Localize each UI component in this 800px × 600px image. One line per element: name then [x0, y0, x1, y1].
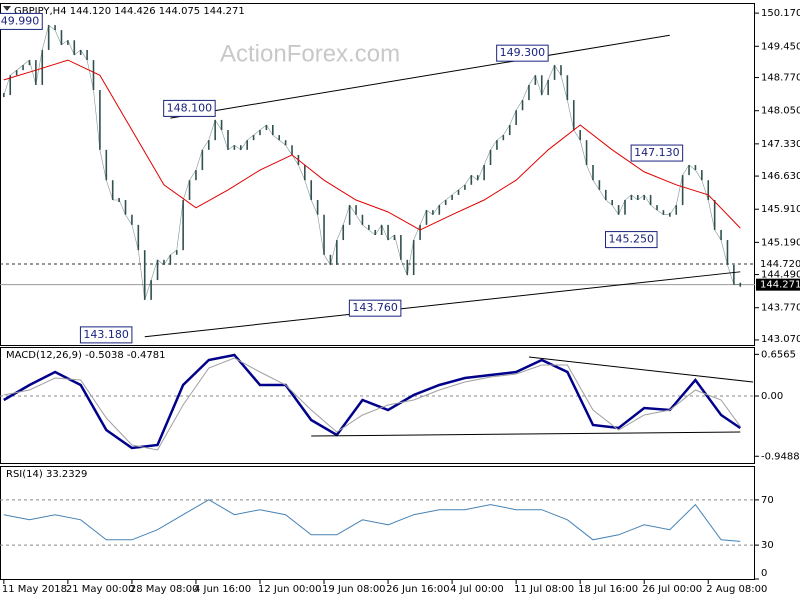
annotation-box — [0, 12, 43, 30]
annotation-box — [348, 299, 402, 317]
y-tick-label: 146.630 — [761, 171, 800, 182]
y-tick-label: -0.9488 — [761, 451, 800, 462]
pane-frame — [0, 3, 755, 346]
x-tick-label: 2 Aug 08:00 — [706, 584, 767, 595]
annotation: 143.180 — [79, 326, 133, 344]
price-label-box — [756, 257, 800, 270]
y-tick-label: 148.770 — [761, 73, 800, 84]
y-tick-label: 0 — [761, 568, 767, 579]
y-tick-label: 145.910 — [761, 204, 800, 215]
annotation: 149.300 — [496, 44, 549, 62]
annotation-label: 145.250 — [609, 233, 655, 246]
annotation-box — [496, 44, 549, 62]
trend-line — [311, 431, 741, 437]
y-tick-label: 147.330 — [761, 139, 800, 150]
x-tick-label: 12 Jun 00:00 — [258, 584, 322, 595]
y-tick-label: 0.00 — [761, 391, 783, 402]
trend-line — [170, 34, 670, 119]
pane-title: MACD(12,26,9) -0.5038 -0.4781 — [6, 350, 166, 361]
annotation-label: 149.990 — [0, 14, 39, 27]
annotation: 145.250 — [605, 231, 658, 249]
y-tick-label: 145.190 — [761, 237, 800, 248]
y-tick-label: 144.490 — [761, 270, 800, 281]
trend-line — [144, 271, 741, 338]
watermark: ActionForex.com — [220, 40, 400, 67]
y-tick-label: 143.070 — [761, 334, 800, 345]
price-label: 144.271 — [760, 280, 800, 291]
y-tick-label: 143.770 — [761, 303, 800, 314]
annotation-box — [79, 326, 133, 344]
trend-line — [528, 356, 754, 383]
y-tick-label: 70 — [761, 495, 774, 506]
annotation: 143.760 — [348, 299, 402, 317]
pane-title: RSI(14) 33.2329 — [6, 469, 87, 480]
x-tick-label: 28 May 08:00 — [130, 584, 199, 595]
y-tick-label: 0.6565 — [761, 349, 796, 360]
annotation-label: 143.180 — [83, 328, 128, 341]
annotation-label: 143.760 — [352, 301, 398, 314]
x-tick-label: 4 Jul 00:00 — [450, 584, 504, 595]
annotation-label: 147.130 — [634, 146, 680, 159]
annotation-box — [163, 99, 216, 117]
x-tick-label: 11 May 2018 — [2, 584, 67, 595]
annotation: 147.130 — [630, 144, 684, 162]
price-line-trace — [3, 24, 741, 300]
rsi-line — [3, 499, 741, 542]
pane-frame — [0, 466, 755, 580]
macd-line — [3, 353, 742, 450]
x-tick-label: 19 Jun 08:00 — [322, 584, 386, 595]
x-tick-label: 21 May 00:00 — [66, 584, 135, 595]
x-tick-label: 26 Jun 16:00 — [386, 584, 450, 595]
x-tick-label: 11 Jul 08:00 — [514, 584, 574, 595]
menu-icon — [3, 6, 11, 11]
signal-line — [3, 357, 741, 451]
x-tick-label: 4 Jun 16:00 — [194, 584, 251, 595]
y-tick-label: 150.170 — [761, 8, 800, 19]
annotation: 148.100 — [163, 99, 216, 117]
annotation: 149.990 — [0, 12, 43, 30]
annotation-label: 148.100 — [167, 101, 213, 114]
pane-frame — [0, 347, 755, 464]
price-label-box — [756, 278, 800, 291]
annotation-box — [605, 231, 658, 249]
annotation-label: 149.300 — [500, 46, 545, 59]
y-tick-label: 148.050 — [761, 106, 800, 117]
x-tick-label: 18 Jul 16:00 — [578, 584, 638, 595]
y-tick-label: 149.450 — [761, 41, 800, 52]
price-label: 144.720 — [760, 259, 800, 270]
annotation-box — [630, 144, 684, 162]
y-tick-label: 30 — [761, 540, 774, 551]
moving-average — [3, 59, 741, 231]
x-tick-label: 26 Jul 00:00 — [642, 584, 702, 595]
pane-title: GBPJPY,H4 144.120 144.426 144.075 144.27… — [14, 6, 245, 17]
